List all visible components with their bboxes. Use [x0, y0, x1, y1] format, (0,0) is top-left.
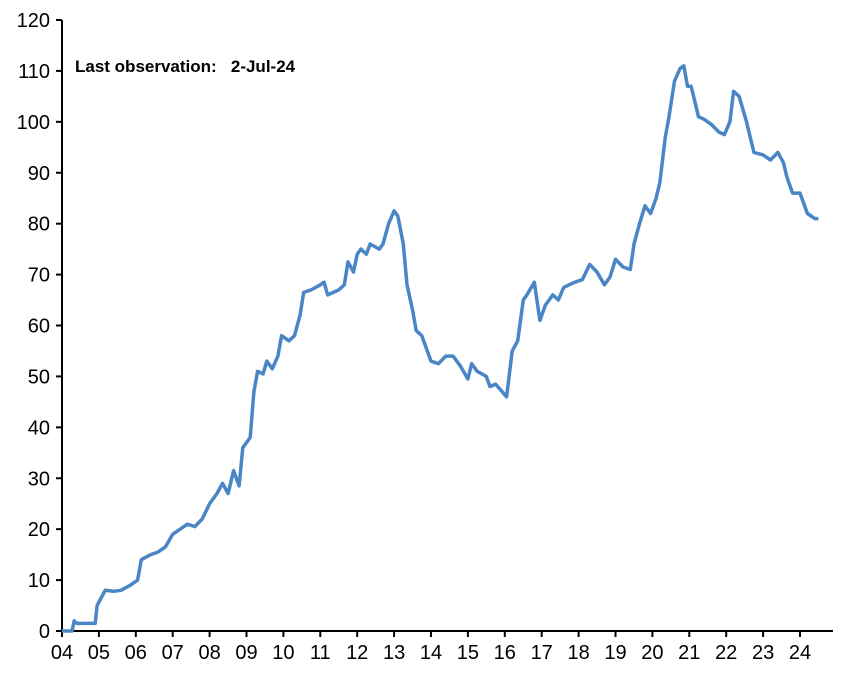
x-tick-label: 14 — [420, 642, 442, 664]
x-tick-label: 10 — [272, 642, 294, 664]
y-tick-label: 0 — [39, 621, 50, 643]
x-tick-label: 17 — [531, 642, 553, 664]
y-tick-label: 110 — [18, 61, 50, 83]
x-tick-label: 21 — [678, 642, 700, 664]
y-tick-label: 10 — [28, 570, 50, 592]
y-tick-label: 70 — [28, 265, 50, 287]
last-observation-annotation: Last observation: 2-Jul-24 — [75, 57, 296, 76]
x-tick-label: 07 — [162, 642, 184, 664]
x-tick-label: 13 — [383, 642, 405, 664]
series-line — [62, 64, 819, 633]
x-tick-label: 15 — [457, 642, 479, 664]
y-tick-label: 50 — [28, 366, 50, 388]
y-tick-label: 100 — [17, 112, 50, 134]
y-tick-label: 20 — [28, 519, 50, 541]
y-axis: 0 10 20 30 40 50 60 70 80 90 100 110 120 — [17, 10, 63, 643]
x-tick-label: 19 — [604, 642, 626, 664]
y-tick-label: 80 — [28, 214, 50, 236]
x-tick-label: 12 — [346, 642, 368, 664]
x-tick-label: 22 — [715, 642, 737, 664]
x-tick-label: 24 — [789, 642, 811, 664]
y-tick-label: 90 — [28, 163, 50, 185]
y-tick-label: 40 — [28, 417, 50, 439]
y-tick-label: 120 — [17, 10, 50, 32]
x-tick-label: 04 — [51, 642, 73, 664]
x-tick-label: 05 — [88, 642, 110, 664]
x-tick-label: 08 — [198, 642, 220, 664]
x-tick-label: 09 — [235, 642, 257, 664]
y-tick-label: 30 — [28, 468, 50, 490]
x-tick-label: 11 — [310, 642, 331, 664]
x-tick-label: 18 — [567, 642, 589, 664]
x-tick-label: 16 — [494, 642, 516, 664]
x-tick-label: 20 — [641, 642, 663, 664]
y-tick-label: 60 — [28, 316, 50, 338]
x-axis: 04 05 06 07 08 09 10 11 12 13 14 15 16 17 18 19 20 21 22 23… — [51, 630, 833, 664]
x-tick-label: 06 — [125, 642, 147, 664]
x-tick-label: 23 — [752, 642, 774, 664]
